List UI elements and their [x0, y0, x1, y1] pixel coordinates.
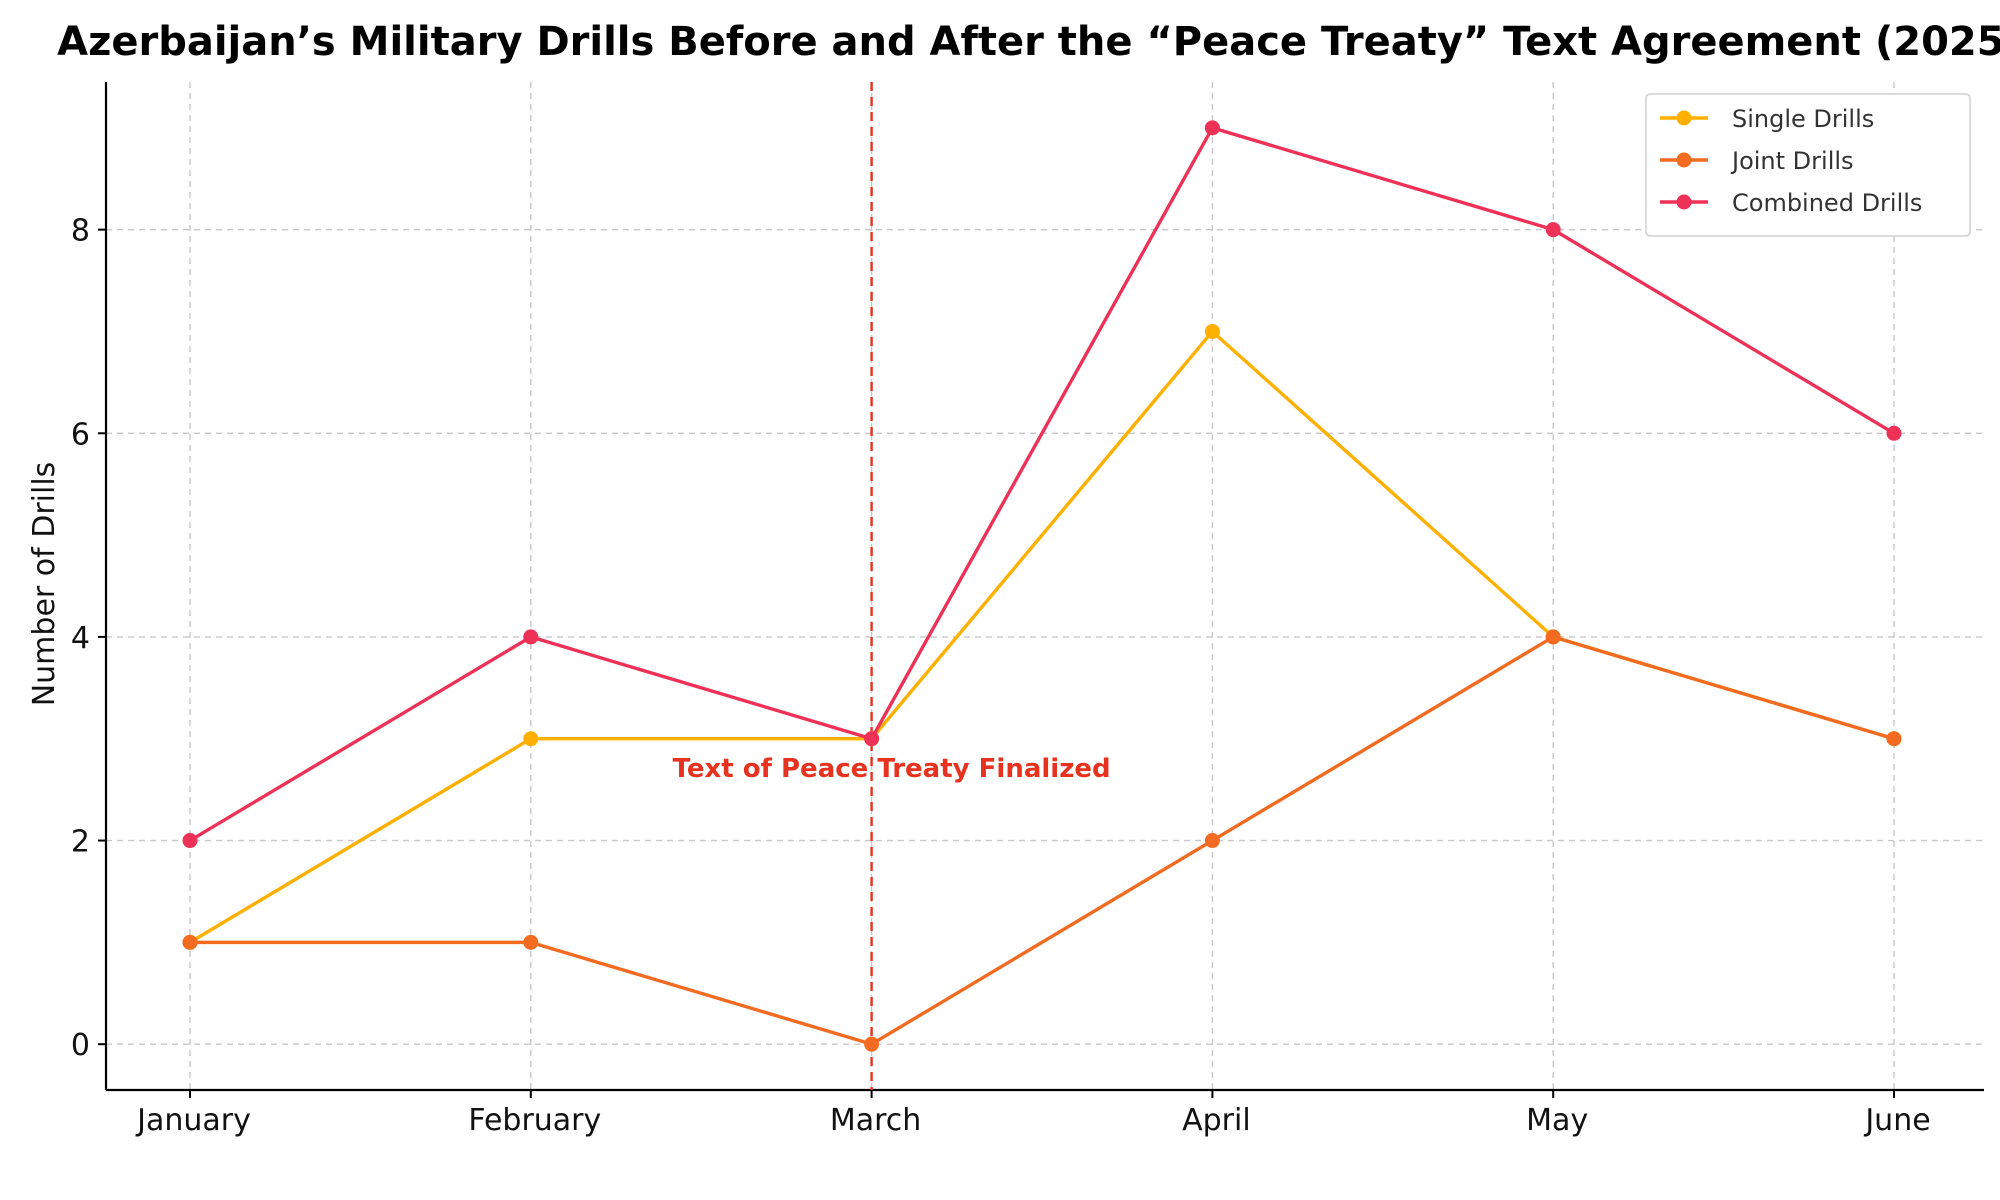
legend-label-joint-drills: Joint Drills [1730, 147, 1854, 175]
x-tick-label-june: June [1863, 1103, 1930, 1138]
x-tick-label-january: January [135, 1103, 251, 1138]
y-tick-label: 4 [71, 621, 90, 656]
data-point-combined-drills-june [1886, 425, 1902, 441]
data-point-joint-drills-january [182, 934, 198, 950]
annotation-layer: Text of Peace Treaty Finalized [673, 82, 1111, 1090]
legend: Single Drills Joint Drills Combined Drills [1645, 93, 1971, 237]
x-tick-label-february: February [468, 1103, 601, 1138]
data-point-joint-drills-april [1204, 833, 1220, 849]
series-joint-drills [182, 629, 1902, 1052]
legend-marker-combined-drills [1676, 194, 1692, 210]
legend-box [1645, 93, 1971, 237]
annotation-label: Text of Peace Treaty Finalized [673, 754, 1111, 784]
x-tick-label-may: May [1526, 1103, 1588, 1138]
data-point-combined-drills-may [1545, 222, 1561, 238]
y-tick-label: 2 [71, 825, 90, 860]
data-point-combined-drills-february [523, 629, 539, 645]
legend-label-single-drills: Single Drills [1732, 105, 1874, 133]
data-point-joint-drills-june [1886, 731, 1902, 747]
legend-label-combined-drills: Combined Drills [1732, 189, 1922, 217]
data-point-single-drills-february [523, 731, 539, 747]
y-tick-label: 8 [71, 214, 90, 249]
x-tick-label-march: March [830, 1103, 921, 1138]
y-axis-label: Number of Drills [27, 462, 62, 707]
series-layer [182, 120, 1902, 1052]
data-point-combined-drills-january [182, 833, 198, 849]
y-tick-label: 0 [71, 1028, 90, 1063]
series-line-joint-drills [188, 635, 1896, 1046]
x-tick-label-april: April [1182, 1103, 1251, 1138]
axes-layer: 0 2 4 6 8 January February March April May June [71, 82, 1984, 1138]
legend-marker-joint-drills [1676, 152, 1692, 168]
legend-marker-single-drills [1676, 110, 1692, 126]
data-point-joint-drills-march [864, 1036, 880, 1052]
series-combined-drills [182, 120, 1902, 849]
data-point-joint-drills-may [1545, 629, 1561, 645]
data-point-combined-drills-march [864, 731, 880, 747]
data-point-single-drills-april [1204, 323, 1220, 339]
data-point-combined-drills-april [1204, 120, 1220, 136]
data-point-joint-drills-february [523, 934, 539, 950]
chart-title: Azerbaijan’s Military Drills Before and … [57, 19, 2000, 65]
y-tick-label: 6 [71, 417, 90, 452]
series-line-combined-drills [188, 126, 1896, 843]
